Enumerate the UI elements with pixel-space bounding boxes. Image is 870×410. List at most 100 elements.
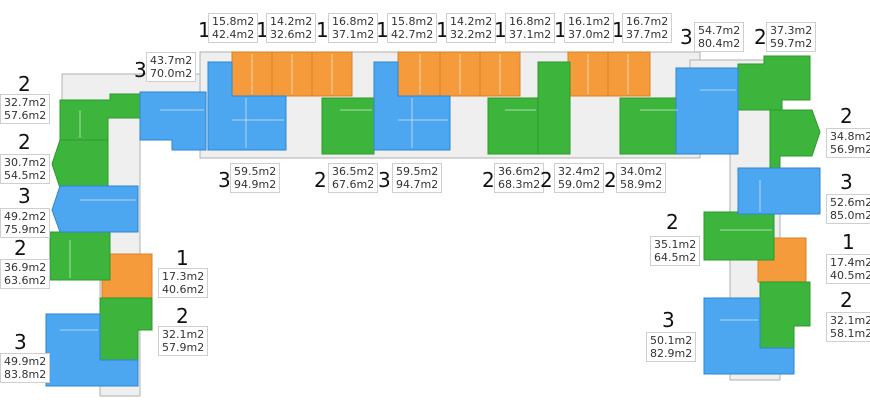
unit-u9-shape bbox=[675, 67, 739, 155]
room-count: 2 bbox=[482, 168, 495, 192]
unit-u4-shape bbox=[397, 51, 441, 97]
total-area: 37.1m2 bbox=[332, 28, 375, 41]
room-count: 2 bbox=[754, 25, 767, 49]
room-count: 3 bbox=[840, 170, 853, 194]
unit-u14-shape bbox=[51, 185, 139, 233]
unit-u29-shape bbox=[759, 281, 811, 349]
unit-u13-shape bbox=[51, 139, 109, 189]
area-box: 14.2m2 32.2m2 bbox=[446, 13, 497, 43]
room-count: 3 bbox=[662, 308, 675, 332]
living-area: 50.1m2 bbox=[650, 334, 693, 347]
unit-u25-shape bbox=[769, 109, 821, 171]
area-box: 54.7m2 80.4m2 bbox=[694, 22, 745, 52]
area-box: 16.8m2 37.1m2 bbox=[505, 13, 556, 43]
area-box: 16.8m2 37.1m2 bbox=[328, 13, 379, 43]
living-area: 43.7m2 bbox=[150, 54, 193, 67]
room-count: 2 bbox=[840, 288, 853, 312]
living-area: 49.2m2 bbox=[4, 210, 47, 223]
area-box: 16.7m2 37.7m2 bbox=[622, 13, 673, 43]
room-count: 1 bbox=[436, 18, 449, 42]
total-area: 70.0m2 bbox=[150, 67, 193, 80]
room-count: 2 bbox=[540, 168, 553, 192]
total-area: 82.9m2 bbox=[650, 347, 693, 360]
total-area: 37.0m2 bbox=[568, 28, 611, 41]
area-box: 49.9m2 83.8m2 bbox=[0, 353, 51, 383]
area-box: 32.7m2 57.6m2 bbox=[0, 94, 51, 124]
area-box: 17.3m2 40.6m2 bbox=[158, 268, 209, 298]
room-count: 3 bbox=[218, 168, 231, 192]
unit-u10-shape bbox=[737, 55, 811, 111]
room-count: 3 bbox=[378, 168, 391, 192]
living-area: 32.1m2 bbox=[830, 314, 870, 327]
total-area: 64.5m2 bbox=[654, 251, 697, 264]
room-count: 2 bbox=[176, 304, 189, 328]
room-count: 1 bbox=[554, 18, 567, 42]
total-area: 63.6m2 bbox=[4, 274, 47, 287]
total-area: 42.4m2 bbox=[212, 28, 255, 41]
area-box: 52.6m2 85.0m2 bbox=[826, 194, 870, 224]
room-count: 1 bbox=[198, 18, 211, 42]
living-area: 36.6m2 bbox=[498, 165, 541, 178]
living-area: 49.9m2 bbox=[4, 355, 47, 368]
area-box: 17.4m2 40.5m2 bbox=[826, 254, 870, 284]
area-box: 15.8m2 42.4m2 bbox=[208, 13, 259, 43]
unit-u8-shape bbox=[607, 51, 651, 97]
total-area: 37.7m2 bbox=[626, 28, 669, 41]
total-area: 57.6m2 bbox=[4, 109, 47, 122]
living-area: 54.7m2 bbox=[698, 24, 741, 37]
unit-u22-shape bbox=[487, 97, 539, 155]
total-area: 40.5m2 bbox=[830, 269, 870, 282]
living-area: 15.8m2 bbox=[391, 15, 434, 28]
living-area: 32.4m2 bbox=[558, 165, 601, 178]
total-area: 83.8m2 bbox=[4, 368, 47, 381]
room-count: 1 bbox=[316, 18, 329, 42]
living-area: 14.2m2 bbox=[450, 15, 493, 28]
unit-u23-shape bbox=[537, 61, 571, 155]
room-count: 2 bbox=[18, 130, 31, 154]
unit-u26-shape bbox=[737, 167, 821, 215]
room-count: 2 bbox=[314, 168, 327, 192]
area-box: 59.5m2 94.9m2 bbox=[230, 163, 281, 193]
total-area: 32.6m2 bbox=[270, 28, 313, 41]
living-area: 59.5m2 bbox=[234, 165, 277, 178]
room-count: 2 bbox=[604, 168, 617, 192]
unit-u19-shape bbox=[207, 61, 287, 151]
living-area: 37.3m2 bbox=[770, 24, 813, 37]
room-count: 1 bbox=[842, 230, 855, 254]
living-area: 59.5m2 bbox=[396, 165, 439, 178]
room-count: 1 bbox=[494, 18, 507, 42]
area-box: 14.2m2 32.6m2 bbox=[266, 13, 317, 43]
living-area: 35.1m2 bbox=[654, 238, 697, 251]
unit-u18-shape bbox=[45, 313, 139, 387]
total-area: 56.9m2 bbox=[830, 143, 870, 156]
living-area: 16.7m2 bbox=[626, 15, 669, 28]
total-area: 58.9m2 bbox=[620, 178, 663, 191]
area-box: 50.1m2 82.9m2 bbox=[646, 332, 697, 362]
room-count: 2 bbox=[666, 210, 679, 234]
living-area: 32.7m2 bbox=[4, 96, 47, 109]
room-count: 1 bbox=[376, 18, 389, 42]
total-area: 75.9m2 bbox=[4, 223, 47, 236]
unit-u17-shape bbox=[99, 297, 153, 363]
room-count: 2 bbox=[14, 236, 27, 260]
total-area: 37.1m2 bbox=[509, 28, 552, 41]
living-area: 30.7m2 bbox=[4, 156, 47, 169]
living-area: 14.2m2 bbox=[270, 15, 313, 28]
living-area: 15.8m2 bbox=[212, 15, 255, 28]
area-box: 36.6m2 68.3m2 bbox=[494, 163, 545, 193]
room-count: 2 bbox=[840, 104, 853, 128]
room-count: 3 bbox=[14, 330, 27, 354]
area-box: 59.5m2 94.7m2 bbox=[392, 163, 443, 193]
unit-u20-shape bbox=[321, 97, 375, 155]
area-box: 43.7m2 70.0m2 bbox=[146, 52, 197, 82]
area-box: 32.1m2 57.9m2 bbox=[158, 326, 209, 356]
unit-u30-shape bbox=[703, 297, 795, 375]
total-area: 59.7m2 bbox=[770, 37, 813, 50]
living-area: 52.6m2 bbox=[830, 196, 870, 209]
living-area: 16.1m2 bbox=[568, 15, 611, 28]
area-box: 36.9m2 63.6m2 bbox=[0, 259, 51, 289]
unit-u27-shape bbox=[703, 211, 775, 261]
area-box: 49.2m2 75.9m2 bbox=[0, 208, 51, 238]
